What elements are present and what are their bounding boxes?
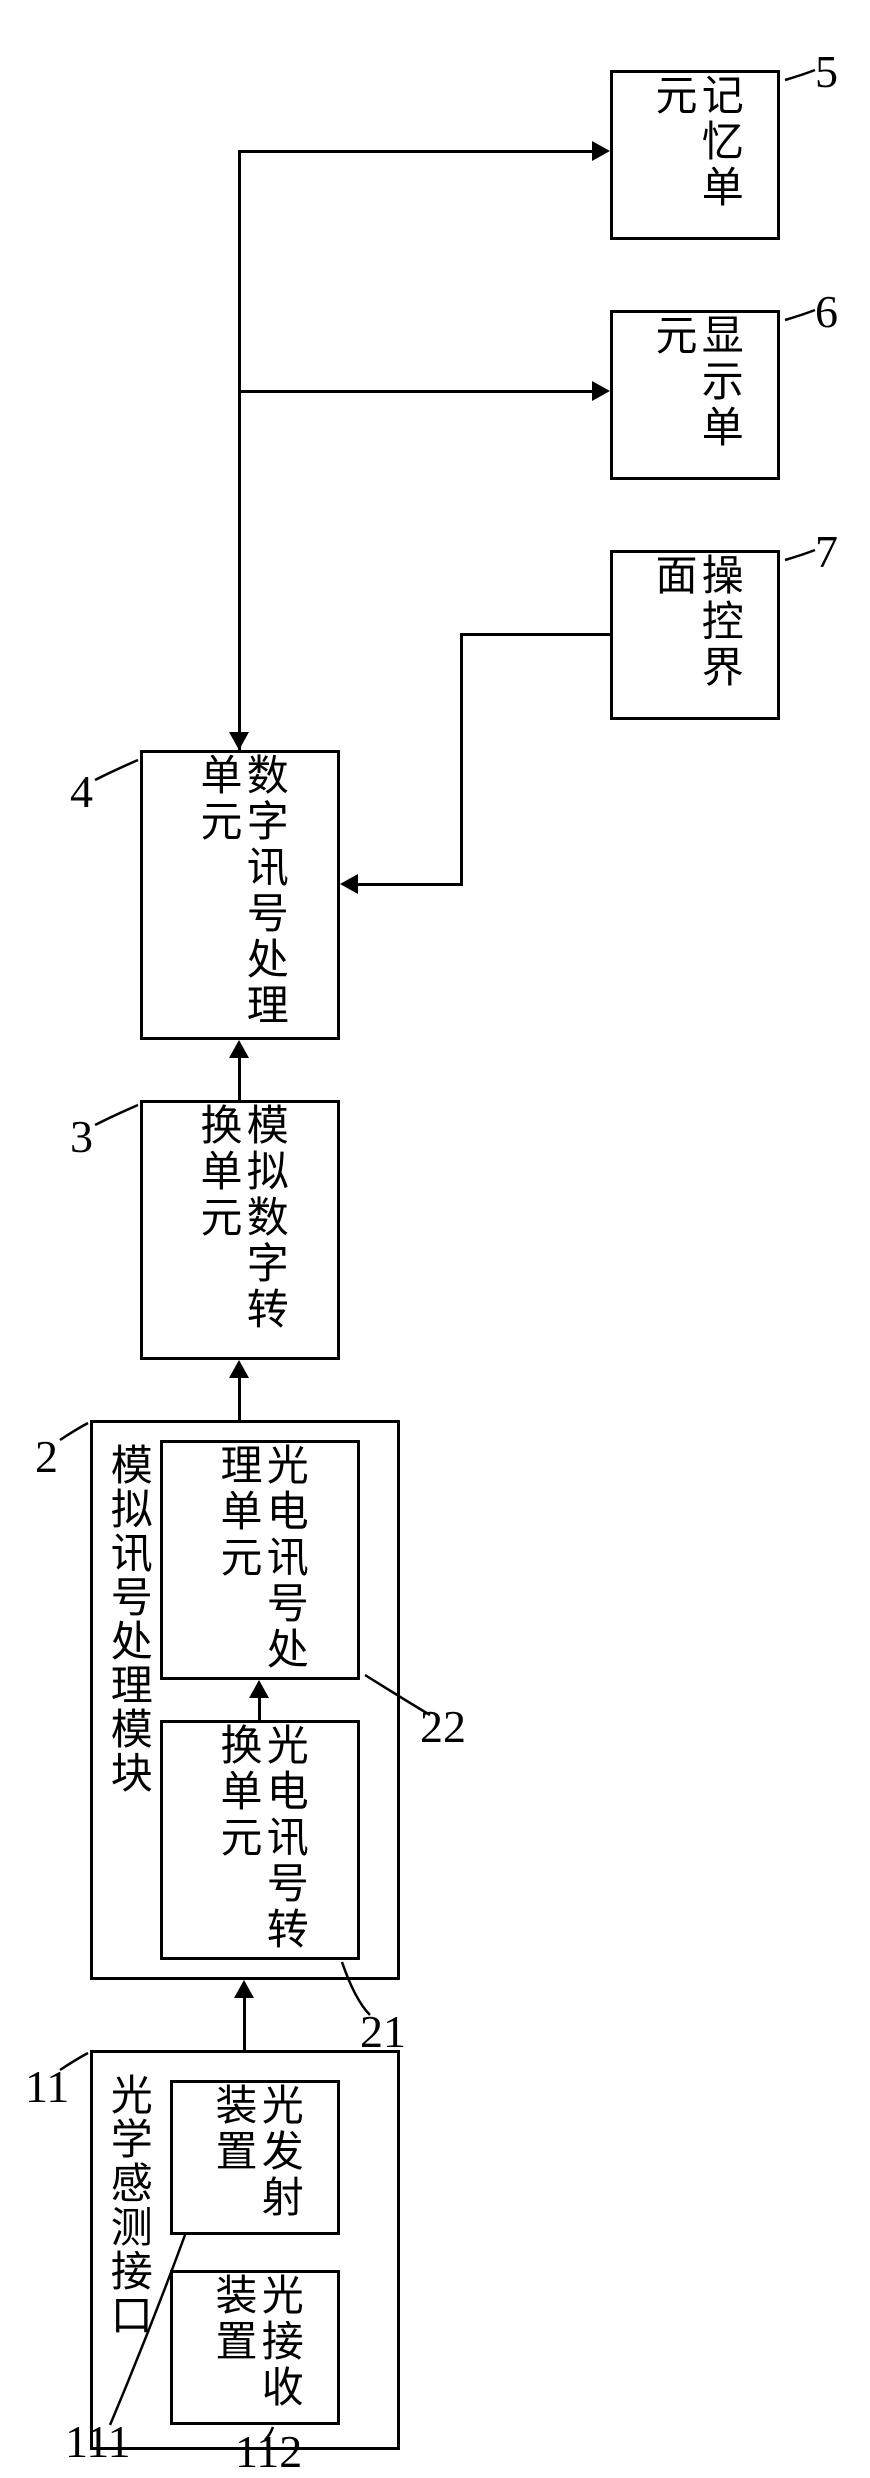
ref-3: 3 [70,1110,93,1163]
ref-21: 21 [360,2005,406,2058]
ctrl-to-dsp-h [460,633,610,636]
block-diagram: 光学感测接口 光发射装置 光接收装置 模拟讯号处理模块 光电讯号转换单元 光电讯… [20,20,850,2457]
ref-112: 112 [235,2425,302,2478]
ctrl-to-dsp-v [460,633,463,883]
ref-7: 7 [815,525,838,578]
ref-4: 4 [70,765,93,818]
ref-22: 22 [420,1700,466,1753]
leader-7 [20,20,850,620]
